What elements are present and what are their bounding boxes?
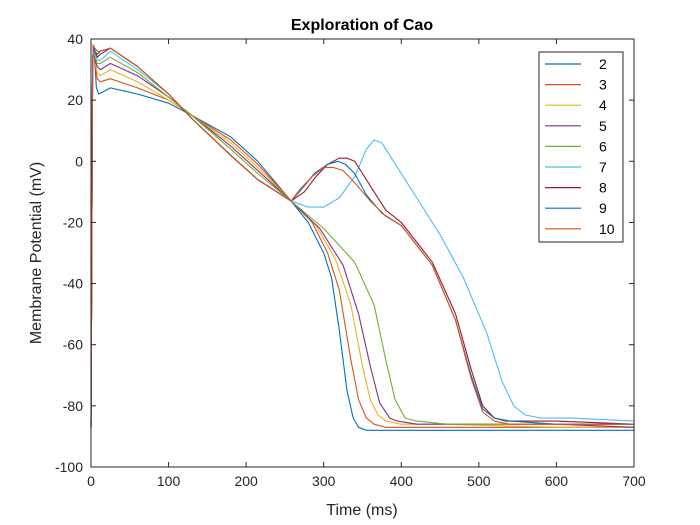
legend-box	[538, 51, 624, 243]
y-tick-label: -20	[63, 214, 83, 230]
legend-label-7: 7	[599, 159, 607, 175]
axes-layer: 0 100 200 300 400 500 600 700 -100 -80 -60 -40 -20 0 2…	[55, 31, 646, 489]
x-tick-label: 600	[545, 473, 569, 489]
x-tick-label: 100	[157, 473, 181, 489]
x-tick-label: 500	[467, 473, 491, 489]
y-tick-label: -80	[63, 398, 83, 414]
series-line-6	[90, 44, 635, 428]
legend-label-8: 8	[599, 180, 607, 196]
x-tick-label: 200	[234, 473, 258, 489]
legend-label-10: 10	[599, 221, 615, 237]
legend-label-9: 9	[599, 200, 607, 216]
legend-label-5: 5	[599, 118, 607, 134]
legend-label-3: 3	[599, 77, 607, 93]
y-tick-label: 0	[75, 153, 83, 169]
y-tick-label: 40	[67, 31, 83, 47]
series-layer	[90, 44, 635, 431]
x-axis-label: Time (ms)	[326, 502, 397, 519]
series-line-10	[90, 44, 635, 428]
chart-title: Exploration of Cao	[291, 17, 433, 34]
legend-label-2: 2	[599, 56, 607, 72]
legend-label-6: 6	[599, 138, 607, 154]
series-line-8	[90, 44, 635, 428]
x-tick-label: 700	[622, 473, 646, 489]
y-tick-label: -40	[63, 276, 83, 292]
axes-box	[90, 38, 635, 468]
x-tick-label: 400	[390, 473, 414, 489]
x-tick-label: 300	[312, 473, 336, 489]
y-tick-label: -100	[55, 459, 83, 475]
series-line-2	[90, 44, 635, 431]
x-tick-label: 0	[87, 473, 95, 489]
y-tick-label: 20	[67, 92, 83, 108]
legend: 2 3 4 5 6 7 8 9 10	[538, 51, 624, 243]
legend-label-4: 4	[599, 97, 607, 113]
series-line-5	[90, 44, 635, 428]
y-tick-label: -60	[63, 337, 83, 353]
y-axis-label: Membrane Potential (mV)	[28, 162, 45, 344]
series-line-7	[90, 44, 635, 428]
series-line-4	[90, 44, 635, 428]
